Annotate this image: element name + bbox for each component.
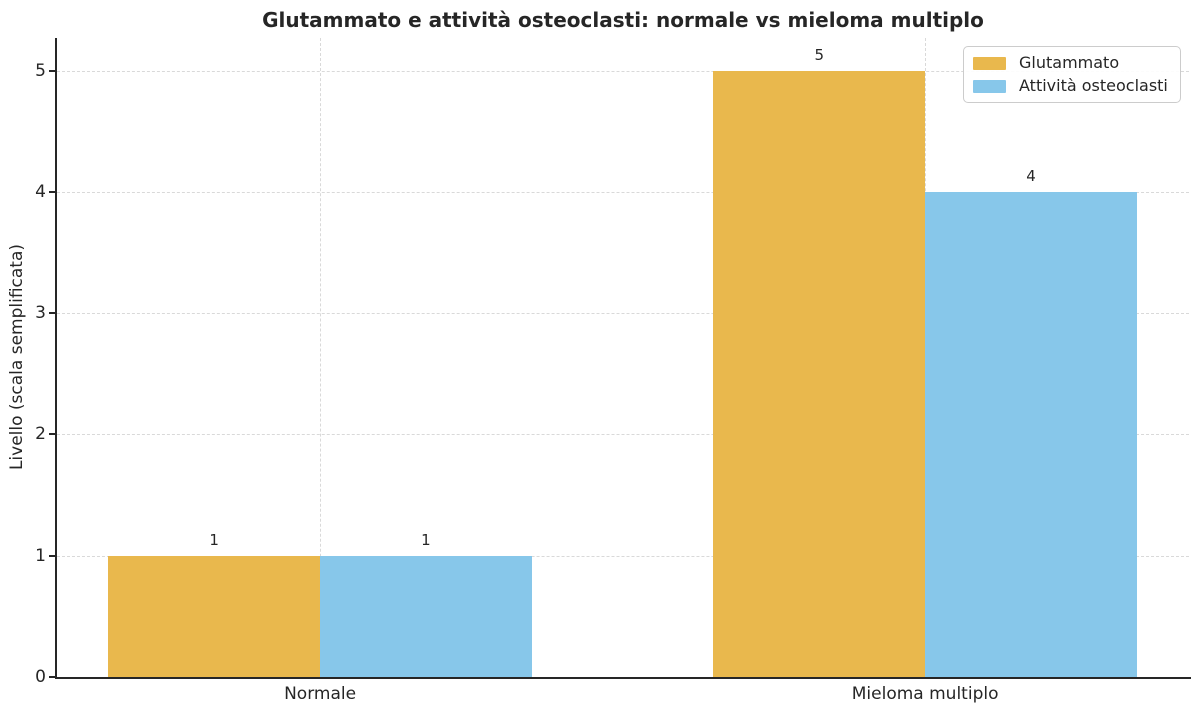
y-tick-mark	[49, 676, 57, 678]
h-gridline	[57, 191, 1189, 193]
y-tick-label: 5	[35, 60, 46, 81]
legend-label: Attività osteoclasti	[1019, 76, 1168, 95]
y-tick-mark	[49, 554, 57, 557]
y-tick-label: 1	[35, 545, 46, 566]
y-tick-mark	[49, 69, 57, 72]
h-gridline	[57, 313, 1189, 315]
x-axis-spine	[55, 677, 1191, 679]
bar-glutammato	[108, 555, 321, 677]
bar-value-label: 5	[814, 45, 824, 64]
bar-osteoclasti	[925, 191, 1137, 677]
h-gridline	[57, 434, 1189, 436]
bar-value-label: 4	[1026, 166, 1036, 185]
bar-value-label: 1	[421, 530, 431, 549]
legend-item: Attività osteoclasti	[973, 77, 1168, 95]
legend-swatch	[973, 56, 1006, 70]
y-axis-spine	[55, 38, 57, 679]
h-gridline	[57, 555, 1189, 557]
y-tick-label: 3	[35, 303, 46, 324]
y-tick-label: 0	[35, 667, 46, 687]
bar-osteoclasti	[320, 555, 532, 677]
y-tick-label: 4	[35, 181, 46, 202]
y-tick-label: 2	[35, 424, 46, 445]
chart-title: Glutammato e attività osteoclasti: norma…	[262, 8, 984, 32]
bar-value-label: 1	[209, 530, 219, 549]
y-tick-mark	[49, 312, 57, 315]
h-gridline	[57, 70, 1189, 72]
bars-layer	[57, 38, 1189, 677]
x-category-label: Mieloma multiplo	[851, 684, 999, 704]
legend-label: Glutammato	[1019, 53, 1120, 72]
legend: Glutammato Attività osteoclasti	[963, 46, 1181, 103]
bar-glutammato	[713, 70, 926, 677]
x-category-label: Normale	[284, 684, 357, 704]
legend-item: Glutammato	[973, 54, 1168, 72]
v-gridline	[320, 38, 322, 677]
legend-swatch	[973, 79, 1006, 93]
y-tick-mark	[49, 190, 57, 193]
y-tick-mark	[49, 433, 57, 436]
